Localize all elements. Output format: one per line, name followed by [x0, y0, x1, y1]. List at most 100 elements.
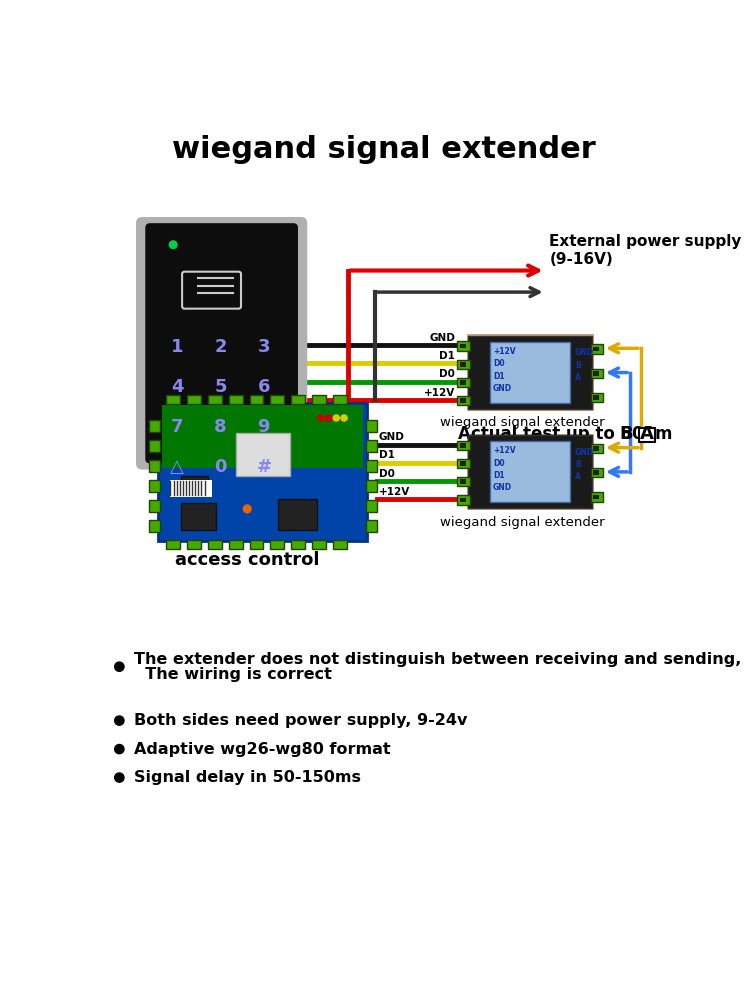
Text: D0: D0	[439, 369, 455, 379]
Bar	[592, 395, 599, 400]
Bar	[312, 540, 326, 549]
Bar	[229, 395, 242, 404]
Text: B: B	[620, 425, 633, 443]
Bar	[590, 444, 603, 453]
Bar	[458, 360, 470, 369]
Bar	[460, 362, 466, 367]
Bar	[229, 540, 242, 549]
Bar	[458, 396, 470, 405]
Text: Actual test up to 500m: Actual test up to 500m	[458, 425, 673, 443]
Text: D1: D1	[379, 450, 394, 460]
Text: GND: GND	[493, 483, 512, 492]
Bar	[291, 540, 305, 549]
Bar	[148, 420, 160, 432]
Bar	[639, 428, 655, 442]
Bar	[366, 460, 376, 472]
Text: △: △	[170, 458, 184, 476]
Text: 5: 5	[214, 378, 226, 396]
Bar	[182, 503, 216, 530]
Text: Adaptive wg26-wg80 format: Adaptive wg26-wg80 format	[134, 742, 391, 757]
Text: +12V: +12V	[424, 388, 455, 398]
Bar	[187, 540, 201, 549]
Bar	[590, 393, 603, 402]
Text: D0: D0	[493, 459, 505, 468]
Bar	[458, 459, 470, 468]
Bar	[460, 479, 466, 484]
Bar	[460, 380, 466, 385]
Text: 6: 6	[257, 378, 270, 396]
Text: GND: GND	[493, 384, 512, 393]
Text: +12V: +12V	[493, 446, 515, 455]
Bar	[590, 492, 603, 502]
Text: D1: D1	[493, 471, 505, 480]
Bar	[460, 443, 466, 448]
Bar	[460, 344, 466, 348]
Text: A: A	[640, 425, 654, 443]
Bar	[366, 520, 376, 532]
Bar	[366, 440, 376, 452]
Bar	[271, 540, 284, 549]
Text: GND: GND	[429, 333, 455, 343]
Bar	[148, 520, 160, 532]
Text: A: A	[575, 373, 581, 382]
Bar	[278, 499, 317, 530]
Circle shape	[115, 744, 124, 754]
Bar	[250, 540, 263, 549]
Text: The extender does not distinguish between receiving and sending,: The extender does not distinguish betwee…	[134, 652, 742, 667]
Text: B: B	[575, 460, 580, 469]
Bar	[166, 540, 180, 549]
Bar	[592, 470, 599, 475]
Text: #: #	[256, 458, 272, 476]
Bar	[458, 341, 470, 351]
Text: The wiring is correct: The wiring is correct	[134, 667, 332, 682]
Bar	[458, 378, 470, 387]
Bar	[236, 433, 290, 476]
FancyBboxPatch shape	[136, 217, 308, 470]
Bar	[468, 336, 592, 409]
Text: External power supply
(9-16V): External power supply (9-16V)	[550, 234, 742, 267]
Text: access control: access control	[175, 551, 320, 569]
Text: 3: 3	[257, 338, 270, 356]
Text: GND: GND	[379, 432, 405, 442]
Bar	[592, 371, 599, 376]
Text: +12V: +12V	[379, 487, 410, 497]
Text: wiegand signal extender: wiegand signal extender	[172, 135, 596, 164]
Text: 0: 0	[214, 458, 226, 476]
Bar	[187, 395, 201, 404]
Bar	[312, 395, 326, 404]
Text: 1: 1	[171, 338, 183, 356]
Bar	[366, 500, 376, 512]
Bar	[468, 435, 592, 508]
Circle shape	[243, 505, 251, 513]
FancyBboxPatch shape	[146, 223, 298, 463]
Bar	[182, 476, 209, 495]
Circle shape	[115, 773, 124, 782]
Bar	[208, 540, 222, 549]
Text: 4: 4	[171, 378, 183, 396]
Text: Both sides need power supply, 9-24v: Both sides need power supply, 9-24v	[134, 713, 467, 728]
Circle shape	[333, 415, 340, 421]
Bar	[460, 461, 466, 466]
Bar	[148, 480, 160, 492]
Circle shape	[318, 415, 324, 421]
Text: +12V: +12V	[493, 347, 515, 356]
Bar	[291, 395, 305, 404]
Circle shape	[170, 241, 177, 249]
Bar	[458, 441, 470, 450]
Text: Signal delay in 50-150ms: Signal delay in 50-150ms	[134, 770, 361, 785]
Bar	[148, 500, 160, 512]
Bar	[466, 334, 594, 411]
Circle shape	[341, 415, 347, 421]
Bar	[148, 460, 160, 472]
Text: wiegand signal extender: wiegand signal extender	[440, 516, 604, 529]
Bar	[271, 395, 284, 404]
Bar	[466, 434, 594, 510]
Text: RFID reader: RFID reader	[161, 471, 282, 489]
Bar	[333, 395, 347, 404]
Bar	[592, 446, 599, 451]
Bar	[590, 468, 603, 477]
Text: D1: D1	[493, 372, 505, 381]
Bar	[158, 403, 368, 541]
Text: D1: D1	[439, 351, 455, 361]
Circle shape	[115, 662, 124, 671]
